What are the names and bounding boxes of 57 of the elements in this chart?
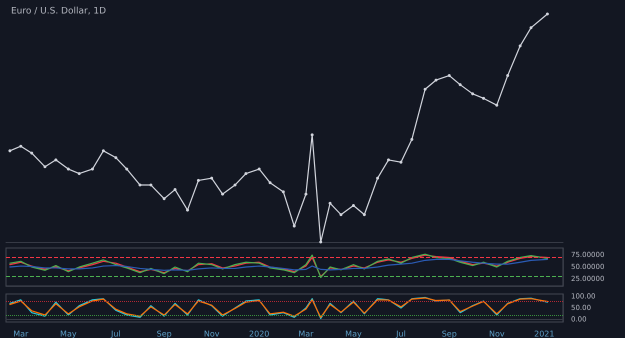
point bbox=[244, 172, 248, 176]
x-tick-label: May bbox=[345, 330, 362, 338]
point bbox=[258, 168, 261, 171]
point bbox=[43, 165, 46, 168]
point bbox=[448, 74, 451, 78]
point bbox=[102, 149, 105, 152]
point bbox=[518, 44, 522, 48]
x-tick-label: 2021 bbox=[534, 330, 554, 338]
point bbox=[304, 192, 308, 196]
point bbox=[125, 168, 128, 171]
point bbox=[399, 160, 402, 164]
chart-title: Euro / U.S. Dollar, 1D bbox=[11, 6, 106, 16]
point bbox=[319, 240, 322, 244]
point bbox=[8, 149, 12, 152]
point bbox=[30, 152, 34, 155]
point bbox=[282, 190, 285, 194]
point bbox=[458, 83, 462, 86]
point bbox=[114, 156, 118, 160]
point bbox=[471, 92, 474, 96]
point bbox=[174, 188, 177, 192]
point bbox=[78, 172, 81, 176]
point bbox=[434, 78, 438, 82]
point bbox=[162, 197, 166, 200]
x-tick-label: Sep bbox=[156, 330, 172, 338]
point bbox=[339, 213, 342, 216]
point bbox=[530, 26, 533, 30]
point bbox=[352, 204, 355, 208]
x-tick-label: Jul bbox=[110, 330, 121, 338]
point bbox=[387, 158, 390, 162]
x-tick-label: May bbox=[60, 330, 77, 338]
point bbox=[495, 104, 498, 107]
x-tick-label: 2020 bbox=[249, 330, 270, 338]
point bbox=[196, 178, 200, 182]
x-tick-label: Mar bbox=[13, 330, 30, 338]
point bbox=[310, 133, 314, 136]
point bbox=[506, 74, 510, 78]
point bbox=[362, 213, 366, 216]
point bbox=[66, 168, 70, 171]
x-tick-label: Sep bbox=[442, 330, 457, 338]
point bbox=[268, 181, 272, 184]
point bbox=[221, 192, 224, 196]
point bbox=[424, 88, 427, 91]
x-tick-label: Nov bbox=[488, 330, 505, 338]
point bbox=[376, 176, 380, 180]
point bbox=[328, 202, 332, 205]
point bbox=[19, 144, 22, 148]
point bbox=[54, 158, 58, 162]
point bbox=[546, 12, 549, 16]
x-tick-label: Jul bbox=[395, 330, 406, 338]
point bbox=[482, 96, 486, 100]
point bbox=[186, 208, 190, 212]
x-tick-label: Nov bbox=[204, 330, 220, 338]
point bbox=[410, 138, 414, 141]
x-tick-label: Mar bbox=[298, 330, 314, 338]
point bbox=[292, 224, 296, 228]
line-series bbox=[9, 258, 548, 271]
point bbox=[210, 176, 214, 180]
